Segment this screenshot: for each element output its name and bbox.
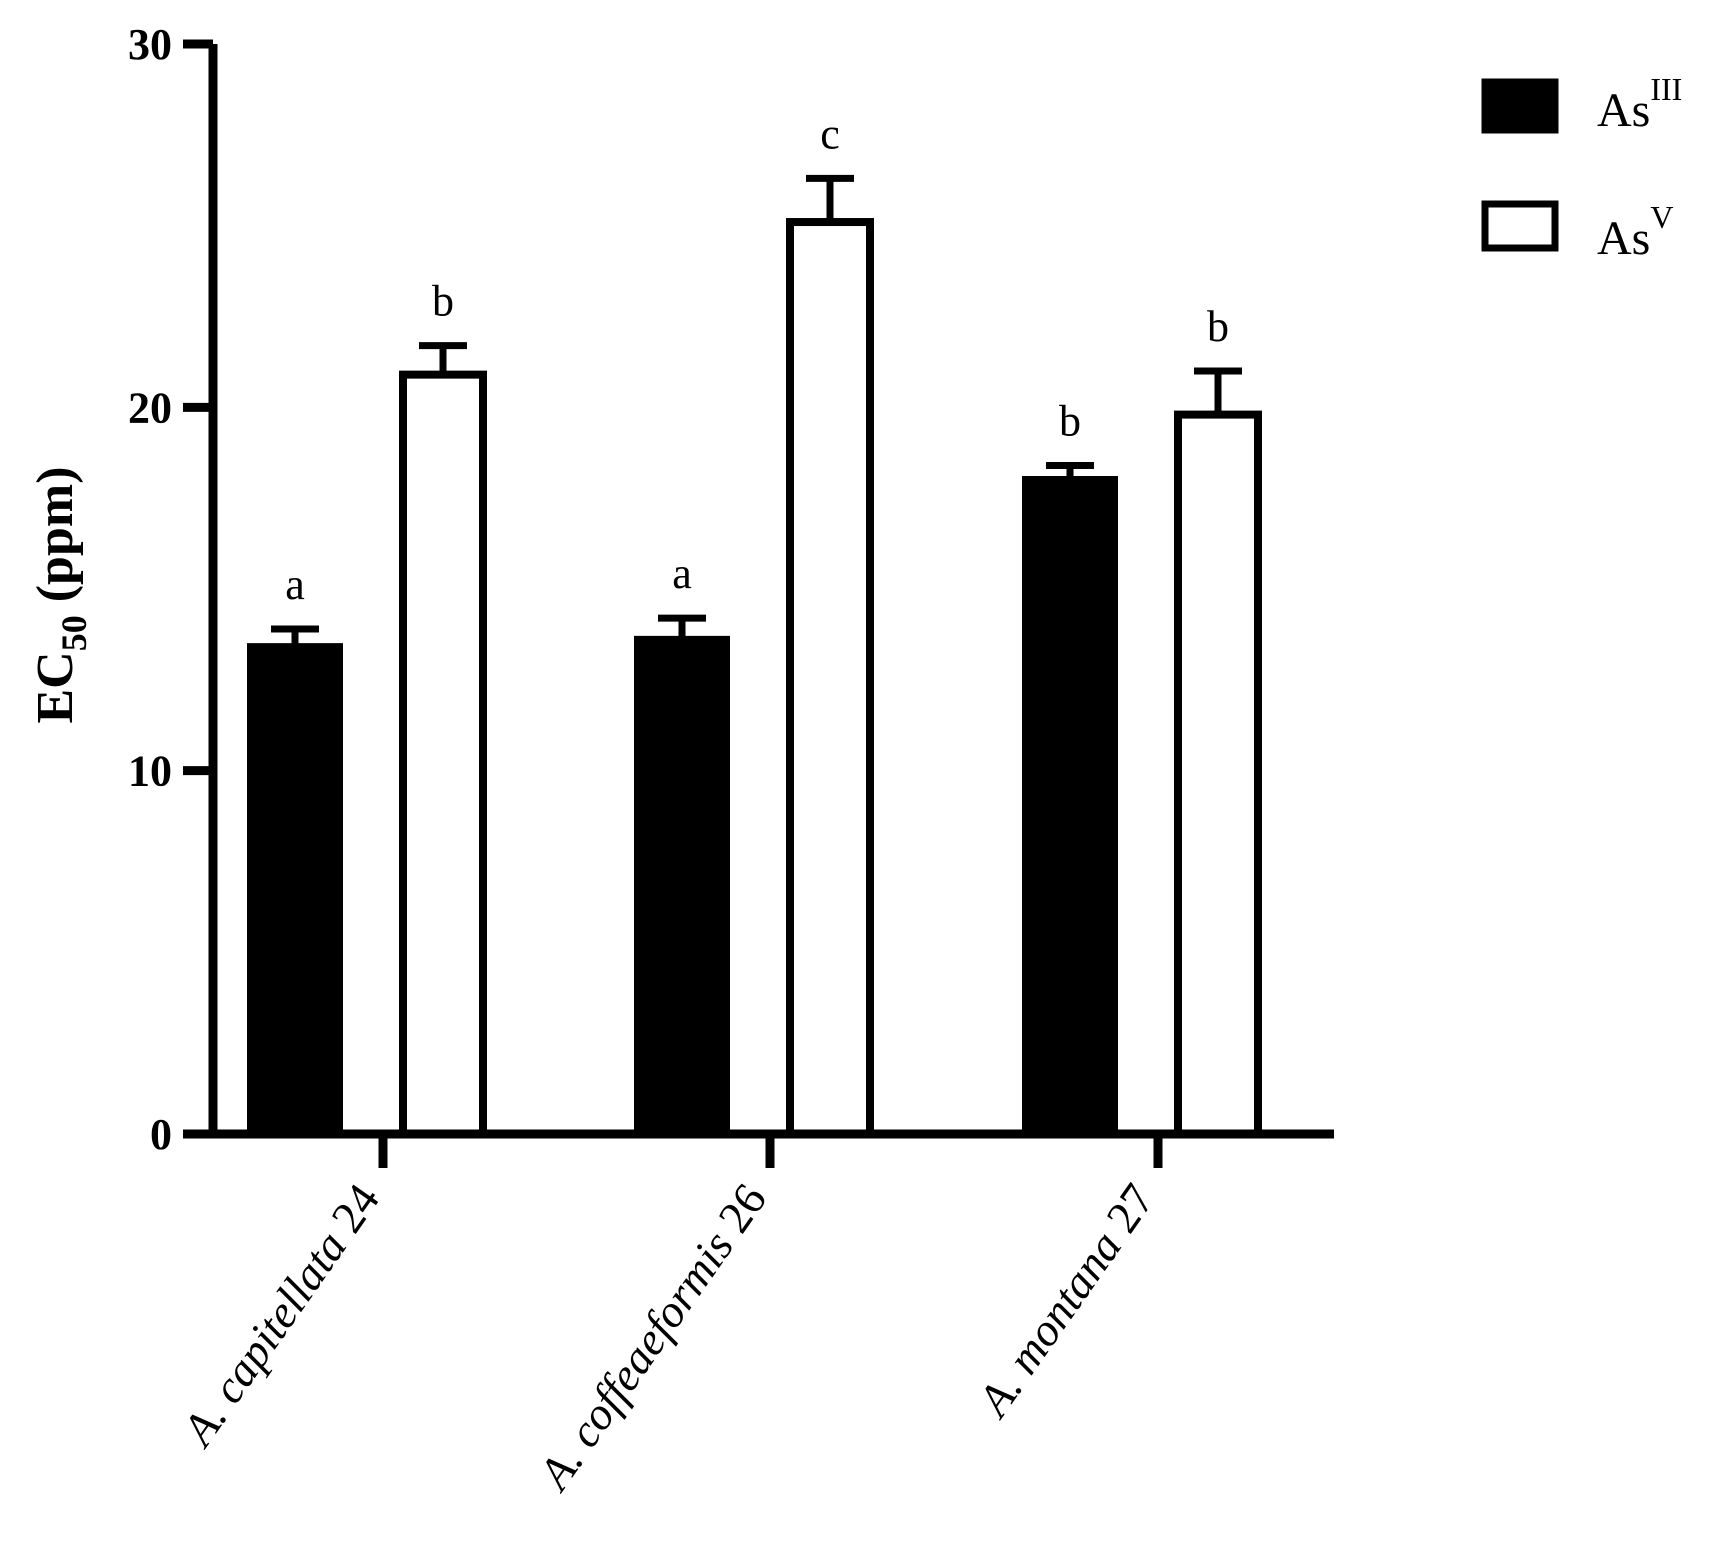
y-tick-label: 0	[150, 1110, 172, 1159]
legend-label-as3-base: As	[1597, 84, 1650, 137]
y-tick-label: 20	[128, 383, 172, 432]
significance-letter: a	[672, 549, 692, 598]
y-axis-title-main: EC	[27, 651, 84, 723]
significance-letter: a	[285, 560, 305, 609]
axes-layer	[183, 44, 1334, 1139]
legend: AsIII AsV	[1481, 71, 1682, 265]
significance-letter: b	[1059, 396, 1081, 445]
bar-as3	[1022, 476, 1118, 1138]
y-tick-label: 30	[128, 20, 172, 69]
legend-label-as3: AsIII	[1597, 71, 1682, 137]
significance-letter: c	[820, 109, 840, 158]
x-category-label: A. montana 27	[966, 1174, 1164, 1427]
bar-as3	[634, 635, 730, 1138]
legend-label-as5: AsV	[1597, 199, 1673, 265]
y-ticks: 0 10 20 30	[128, 20, 213, 1159]
significance-letter: b	[432, 277, 454, 326]
bar-as5	[1174, 410, 1262, 1139]
x-category-label-name: A. coffeaeformis	[527, 1222, 743, 1501]
legend-label-as3-sup: III	[1650, 71, 1682, 107]
legend-label-as5-sup: V	[1650, 199, 1673, 235]
bar-as5	[399, 370, 487, 1138]
y-tick-label: 10	[128, 747, 172, 796]
y-axis-title-unit: (ppm)	[27, 466, 84, 615]
legend-label-as5-base: As	[1597, 212, 1650, 265]
x-category-label-name: A. capitellata	[171, 1222, 357, 1457]
x-category-label-name: A. montana	[966, 1222, 1131, 1427]
x-category-label: A. capitellata 24	[171, 1174, 390, 1456]
significance-letter: b	[1207, 302, 1229, 351]
bar-as5	[786, 218, 874, 1139]
y-axis-title: EC50 (ppm)	[27, 466, 94, 723]
x-ticks: A. capitellata 24 A. coffeaeformis 26 A. m…	[171, 1134, 1164, 1500]
legend-swatch-as3	[1481, 78, 1559, 134]
y-axis-title-subscript: 50	[54, 615, 94, 651]
x-category-label: A. coffeaeformis 26	[527, 1174, 776, 1500]
legend-swatch-as5	[1481, 200, 1559, 252]
bar-as3	[247, 643, 343, 1139]
bars-layer: a a b b c b	[247, 109, 1262, 1139]
